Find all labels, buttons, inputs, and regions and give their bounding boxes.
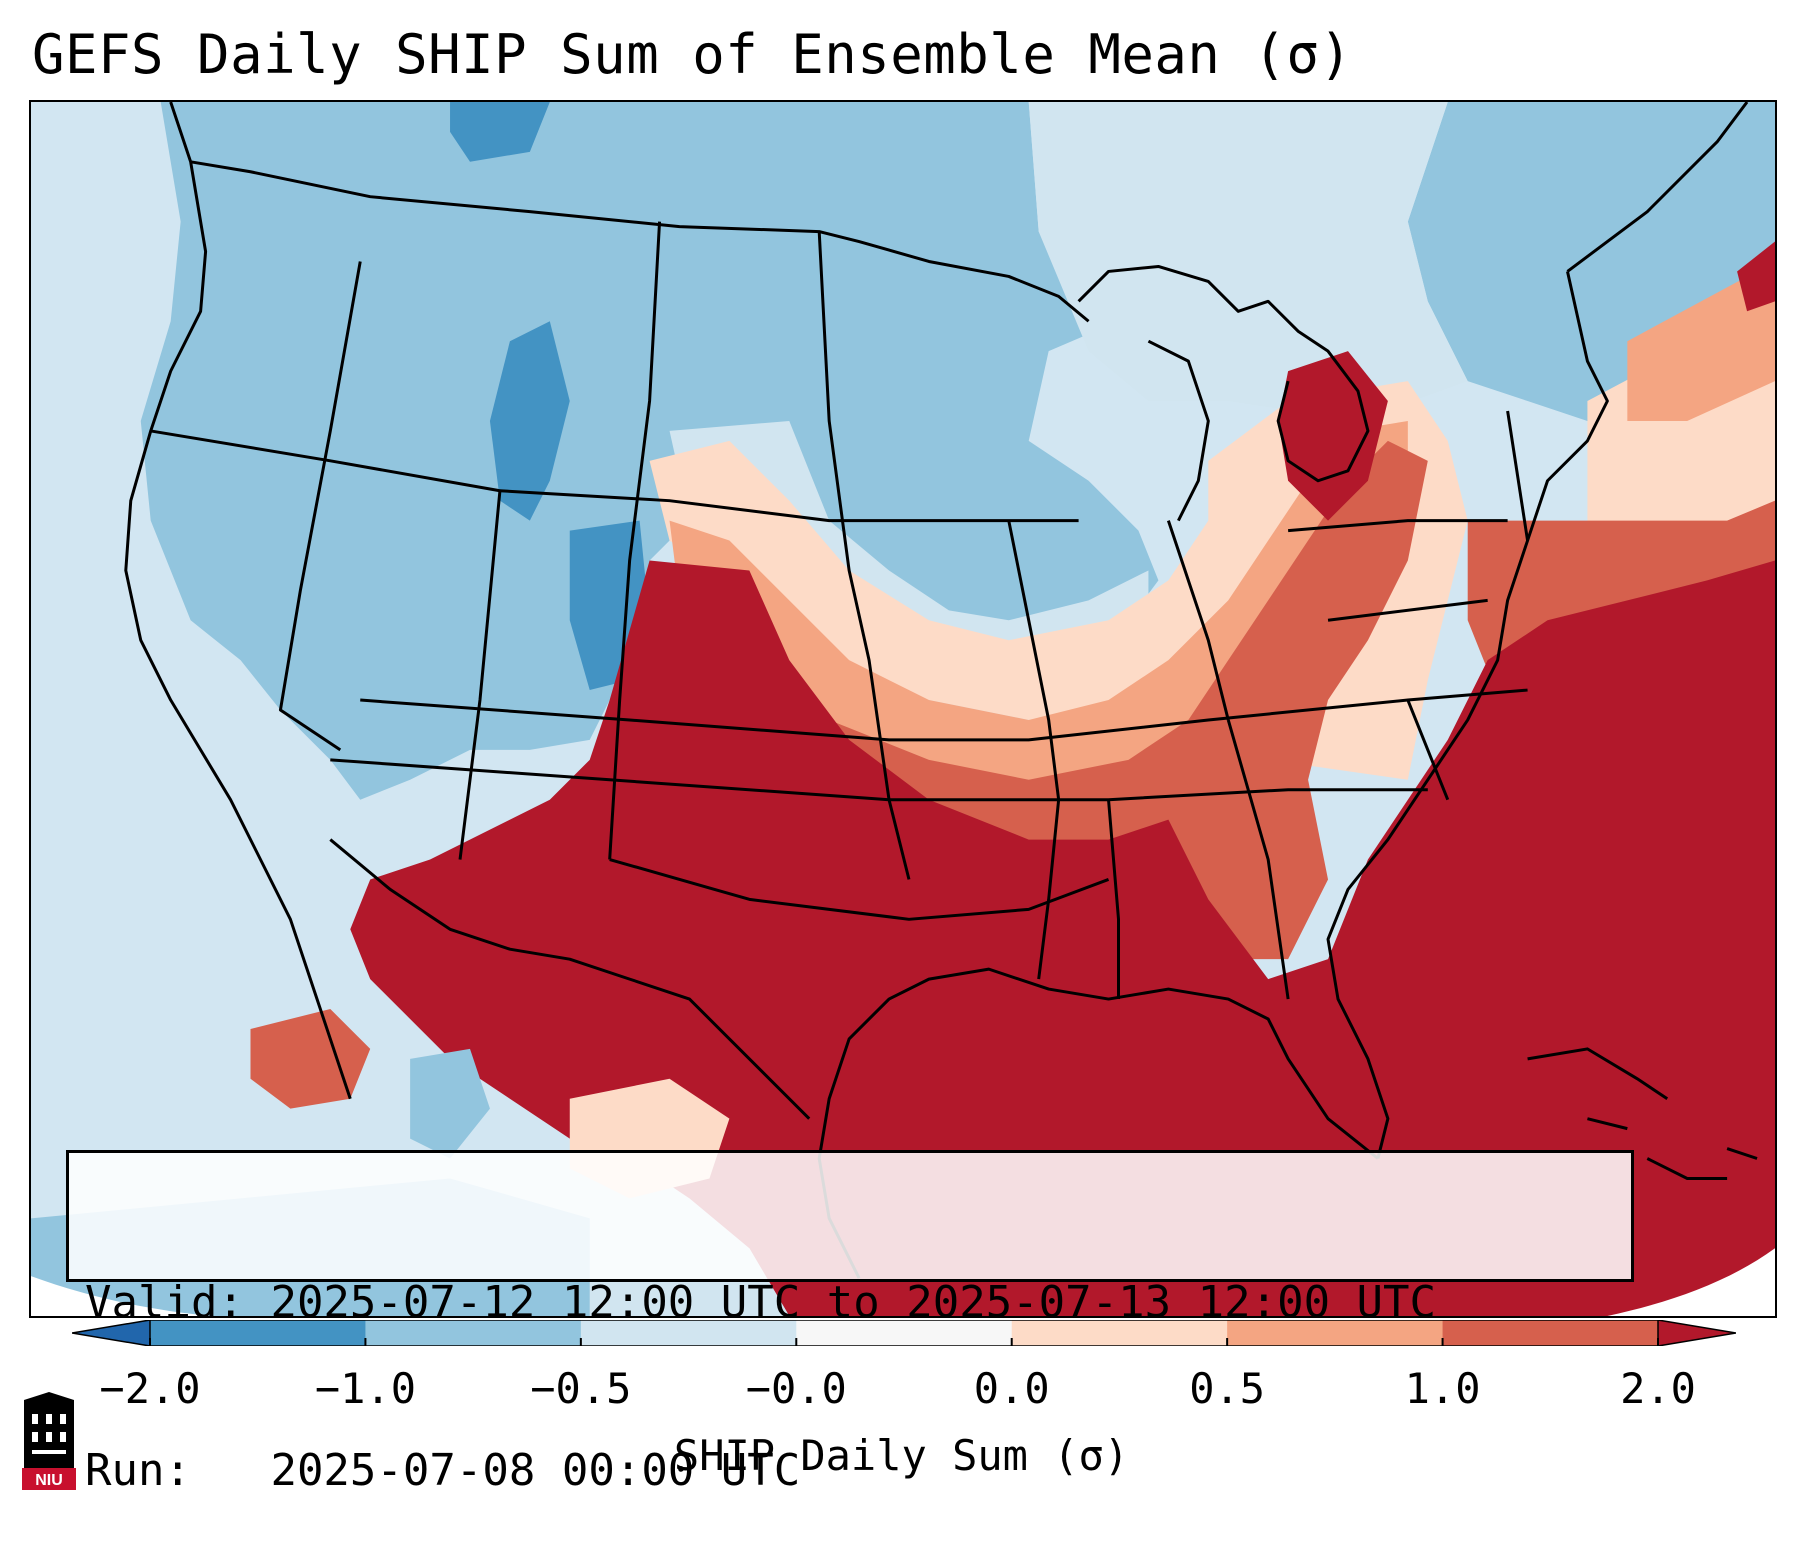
niu-logo-banner <box>22 1468 76 1490</box>
run-label: Run: <box>85 1445 191 1496</box>
colorbar-bin <box>1011 1320 1228 1346</box>
colorbar-bin <box>1227 1320 1444 1346</box>
colorbar-tick-label: 1.0 <box>1404 1364 1481 1413</box>
colorbar-under-triangle <box>72 1320 150 1346</box>
colorbar-tick-label: 0.0 <box>973 1364 1050 1413</box>
colorbar-bin <box>796 1320 1013 1346</box>
plains-light-blue-band <box>669 420 1149 681</box>
colorbar-bin <box>580 1320 797 1346</box>
colorbar-over-triangle <box>1658 1320 1736 1346</box>
outside-domain-right <box>1607 1248 1775 1316</box>
colorbar-tick-label: 2.0 <box>1620 1364 1696 1413</box>
chart-title: GEFS Daily SHIP Sum of Ensemble Mean (σ) <box>32 23 1353 86</box>
valid-run-info-box: Valid: 2025-07-12 12:00 UTC to 2025-07-1… <box>66 1150 1634 1496</box>
colorbar-tick-label: −0.5 <box>530 1364 632 1413</box>
great-lakes-dark-red-patch <box>1278 351 1388 521</box>
colorbar-tick-label: −1.0 <box>314 1364 416 1413</box>
run-value: 2025-07-08 00:00 UTC <box>270 1445 801 1496</box>
ship-anomaly-map <box>31 102 1775 1316</box>
outside-domain-left <box>31 1276 211 1316</box>
colorbar <box>72 1320 1736 1346</box>
colorbar-tick-label: −0.0 <box>745 1364 847 1413</box>
colorbar-bin <box>1442 1320 1659 1346</box>
map-panel[interactable] <box>29 100 1777 1318</box>
rockies-dark-blue-patch <box>489 321 570 521</box>
baja-orange-patch <box>250 1009 371 1109</box>
colorbar-label: SHIP Daily Sum (σ) <box>673 1431 1130 1480</box>
colorbar-over-outline <box>1657 1320 1736 1346</box>
ne-canada-light-region <box>1028 102 1468 421</box>
caribbean-islands <box>1527 1047 1758 1180</box>
niu-logo: NIU <box>22 1392 76 1490</box>
maine-dark-red-patch <box>1737 241 1775 312</box>
colorbar-bin <box>365 1320 582 1346</box>
montana-dark-blue-patch <box>450 102 550 162</box>
colorbar-outline <box>149 1320 1659 1346</box>
coastline-and-borders <box>124 102 1749 1279</box>
colorbar-tick-label: −2.0 <box>99 1364 201 1413</box>
mexico-blue-patch <box>410 1048 490 1159</box>
colorbar-under-outline <box>72 1320 151 1346</box>
niu-logo-text: NIU <box>35 1472 63 1489</box>
colorbar-tick-label: 0.5 <box>1189 1364 1266 1413</box>
ne-coast-orange-region <box>1627 261 1775 421</box>
run-row: Run: 2025-07-08 00:00 UTC <box>85 1443 1631 1499</box>
colorbar-bin <box>150 1320 366 1346</box>
